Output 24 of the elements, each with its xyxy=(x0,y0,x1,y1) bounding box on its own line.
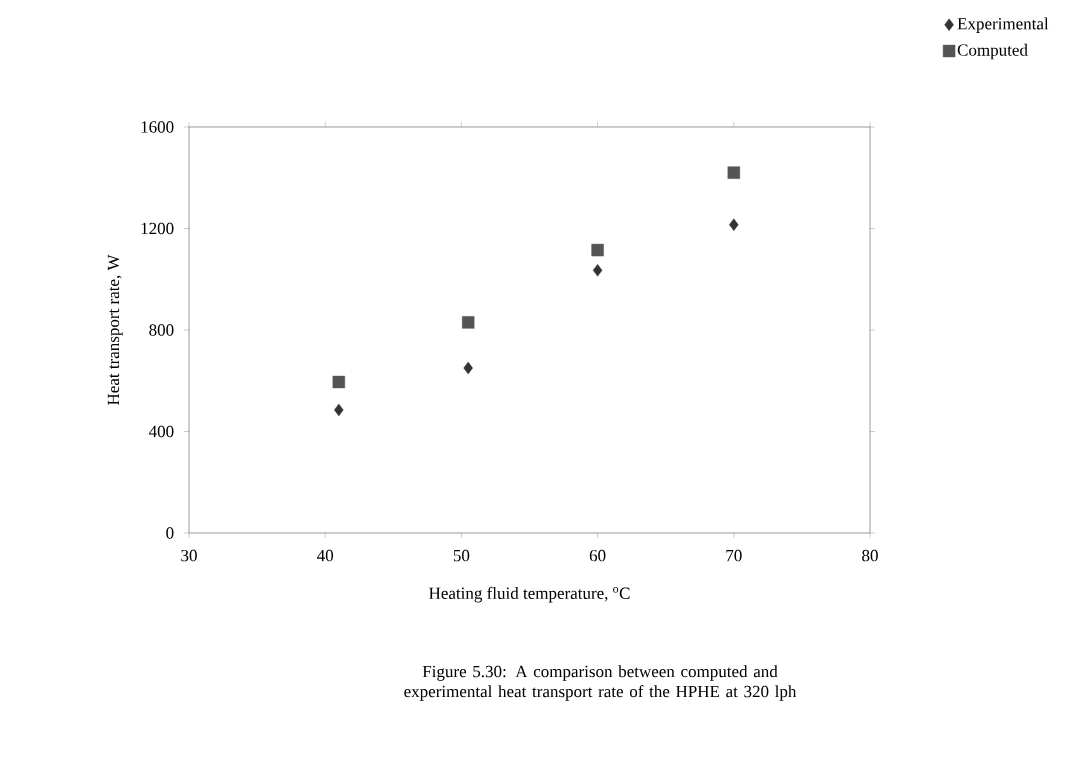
y-tick-label: 0 xyxy=(166,527,174,539)
y-tick-label: 800 xyxy=(149,324,174,336)
x-tick-label: 50 xyxy=(453,549,470,562)
legend-label: Experimental xyxy=(957,17,1049,33)
point xyxy=(727,166,740,179)
point xyxy=(592,264,603,277)
point xyxy=(334,403,344,417)
point xyxy=(591,243,604,257)
x-axis-title: Heating fluid temperature, $^{o}$C xyxy=(429,586,630,603)
y-axis-title: Heat transport rate, W xyxy=(107,254,123,406)
caption: Figure 5.30: A comparison between computed and experimental heat transport rate of the HPHE at 320 lph xyxy=(404,665,797,701)
x-tick-label: 30 xyxy=(181,549,197,562)
y-tick-label: 1600 xyxy=(141,121,174,133)
x-tick-label: 70 xyxy=(726,549,742,562)
x-tick-label: 80 xyxy=(862,549,878,562)
point xyxy=(463,361,473,375)
x-tick-label: 60 xyxy=(589,549,606,562)
x-tick-label: 40 xyxy=(317,549,334,562)
legend-label: Computed xyxy=(957,43,1028,60)
point xyxy=(729,218,739,231)
point xyxy=(462,316,475,329)
point xyxy=(332,375,346,389)
y-tick-label: 1200 xyxy=(141,222,174,235)
y-tick-label: 400 xyxy=(148,425,174,438)
